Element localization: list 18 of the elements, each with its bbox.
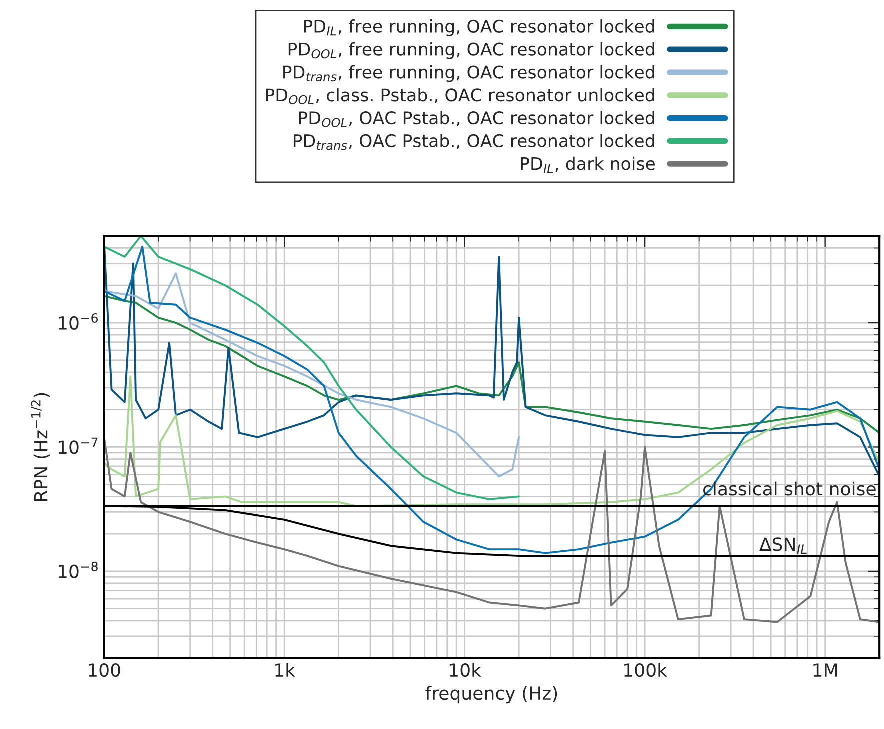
- y-tick-label: 10$^{−6}$: [59, 313, 98, 330]
- y-tick-label: 10$^{−7}$: [59, 438, 98, 454]
- y-tick-label: 10$^{−8}$: [59, 562, 98, 578]
- x-tick-label: 10k: [450, 663, 482, 678]
- legend-label: PD$_{trans}$, free running, OAC resonator locked: [284, 65, 654, 82]
- x-tick-label: 1k: [276, 663, 296, 677]
- legend-label: PD$_{OOL}$, class. Pstab., OAC resonator unlocked: [266, 88, 654, 105]
- x-tick-label: 100: [89, 663, 120, 678]
- legend-label: PD$_{OOL}$, free running, OAC resonator locked: [288, 42, 654, 60]
- y-axis-title: RPN (Hz$^{−1/2}$): [31, 393, 50, 501]
- legend-label: PD$_{IL}$, dark noise: [521, 156, 656, 173]
- x-tick-label: 100k: [624, 663, 668, 678]
- x-axis-title: frequency (Hz): [426, 686, 558, 704]
- legend-label: PD$_{OOL}$, OAC Pstab., OAC resonator locked: [299, 111, 654, 128]
- x-tick-label: 1M: [814, 664, 838, 677]
- legend-label: PD$_{IL}$, free running, OAC resonator locked: [304, 20, 654, 36]
- legend-label: PD$_{trans}$, OAC Pstab., OAC resonator locked: [294, 134, 654, 150]
- annotation: ΔSN$_{IL}$: [760, 538, 807, 554]
